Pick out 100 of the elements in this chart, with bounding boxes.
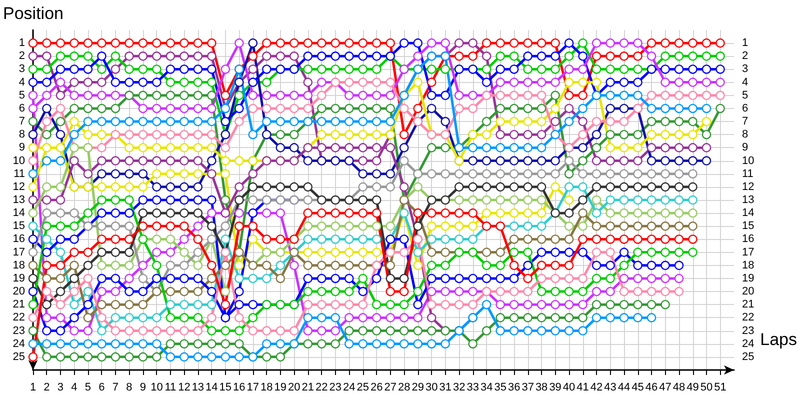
x-tick-label: 41	[576, 382, 589, 394]
x-tick-label: 8	[126, 382, 132, 394]
x-tick-label: 7	[112, 382, 119, 394]
y-axis-title: Position	[3, 4, 64, 23]
y-tick-label: 2	[18, 50, 25, 62]
x-tick-label: 46	[645, 382, 658, 394]
y2-tick-label: 4	[742, 76, 748, 88]
x-axis-title: Laps	[760, 330, 798, 349]
x-tick-label: 31	[439, 382, 452, 394]
x-tick-label: 14	[206, 382, 218, 394]
x-tick-label: 3	[57, 382, 64, 394]
y-tick-label: 19	[12, 272, 25, 284]
x-tick-label: 10	[150, 382, 163, 394]
x-tick-label: 49	[686, 382, 699, 394]
y2-tick-label: 9	[742, 142, 748, 154]
y2-tick-label: 25	[742, 350, 754, 363]
x-tick-label: 23	[329, 382, 342, 394]
y2-tick-label: 24	[742, 338, 754, 350]
y-tick-label: 5	[18, 89, 25, 102]
x-tick-label: 5	[84, 382, 92, 394]
y2-tick-label: 11	[742, 168, 754, 180]
x-tick-label: 2	[44, 382, 50, 394]
x-tick-label: 20	[288, 382, 300, 394]
y-tick-label: 22	[12, 312, 25, 324]
y2-tick-label: 6	[742, 102, 748, 114]
x-tick-label: 18	[260, 382, 273, 394]
y-tick-label: 9	[18, 142, 25, 154]
y-tick-label: 7	[18, 116, 25, 128]
x-tick-label: 21	[302, 382, 314, 394]
x-tick-label: 24	[343, 382, 356, 394]
x-tick-label: 4	[71, 382, 78, 394]
y2-tick-label: 16	[742, 233, 754, 246]
y2-tick-label: 20	[742, 286, 754, 298]
x-tick-label: 45	[632, 382, 644, 394]
y-tick-label: 17	[12, 246, 25, 258]
x-tick-label: 32	[452, 382, 466, 394]
x-tick-label: 47	[659, 382, 672, 394]
x-tick-label: 39	[549, 382, 562, 394]
y2-tick-label: 15	[742, 220, 754, 232]
y2-tick-label: 7	[742, 116, 748, 128]
x-tick-label: 11	[164, 382, 176, 394]
x-tick-label: 50	[700, 382, 713, 394]
y-tick-label: 13	[12, 194, 25, 206]
y-tick-label: 12	[12, 180, 25, 193]
y2-tick-label: 18	[742, 259, 754, 272]
y2-tick-label: 19	[742, 272, 754, 284]
x-tick-label: 19	[274, 382, 287, 394]
y-tick-label: 21	[12, 298, 25, 311]
x-tick-label: 42	[590, 382, 603, 394]
x-tick-label: 29	[412, 382, 424, 394]
y2-tick-label: 12	[742, 180, 754, 193]
x-tick-label: 36	[508, 382, 520, 394]
x-tick-label: 17	[246, 382, 260, 394]
x-tick-label: 40	[562, 382, 576, 394]
x-tick-label: 33	[466, 382, 479, 394]
y-tick-label: 16	[12, 233, 25, 246]
y2-tick-label: 14	[742, 207, 754, 220]
y-tick-label: 8	[18, 128, 25, 141]
x-tick-label: 16	[233, 382, 246, 394]
x-tick-label: 37	[522, 382, 534, 394]
y-tick-label: 24	[12, 338, 25, 350]
x-tick-label: 12	[178, 382, 190, 394]
y-tick-label: 11	[14, 168, 25, 180]
x-tick-label: 51	[714, 382, 726, 394]
x-tick-label: 6	[98, 382, 105, 394]
x-tick-label: 13	[192, 382, 204, 394]
x-tick-label: 1	[30, 382, 36, 394]
y2-tick-label: 21	[742, 298, 754, 311]
y2-tick-label: 3	[742, 63, 748, 76]
x-tick-label: 22	[316, 382, 328, 394]
x-tick-label: 15	[219, 382, 232, 394]
x-tick-label: 38	[535, 382, 548, 394]
x-tick-label: 26	[370, 382, 383, 394]
y-tick-label: 18	[12, 259, 25, 272]
y2-tick-label: 5	[742, 89, 748, 102]
y2-tick-label: 22	[742, 312, 754, 324]
y-tick-label: 15	[12, 220, 25, 232]
x-tick-label: 28	[398, 382, 410, 394]
x-tick-label: 44	[618, 382, 630, 394]
x-tick-label: 30	[425, 382, 438, 394]
y2-tick-label: 17	[742, 246, 754, 258]
y-tick-label: 23	[12, 324, 25, 337]
y2-tick-label: 2	[742, 50, 748, 62]
y-tick-label: 10	[12, 154, 25, 167]
y-tick-label: 3	[18, 63, 25, 76]
y-tick-label: 6	[18, 102, 25, 114]
x-tick-label: 35	[494, 382, 506, 394]
x-tick-label: 25	[356, 382, 370, 394]
x-tick-label: 34	[480, 382, 493, 394]
x-tick-label: 48	[672, 382, 686, 394]
y-tick-label: 1	[18, 37, 25, 50]
y2-tick-label: 10	[742, 154, 754, 167]
y-tick-label: 4	[18, 76, 25, 88]
y-tick-label: 20	[12, 286, 25, 298]
y-tick-label: 25	[12, 350, 25, 363]
y-tick-label: 14	[12, 207, 25, 220]
y2-tick-label: 13	[742, 194, 754, 206]
x-tick-label: 27	[384, 382, 396, 394]
y2-tick-label: 8	[742, 128, 748, 141]
y2-tick-label: 23	[742, 324, 754, 337]
